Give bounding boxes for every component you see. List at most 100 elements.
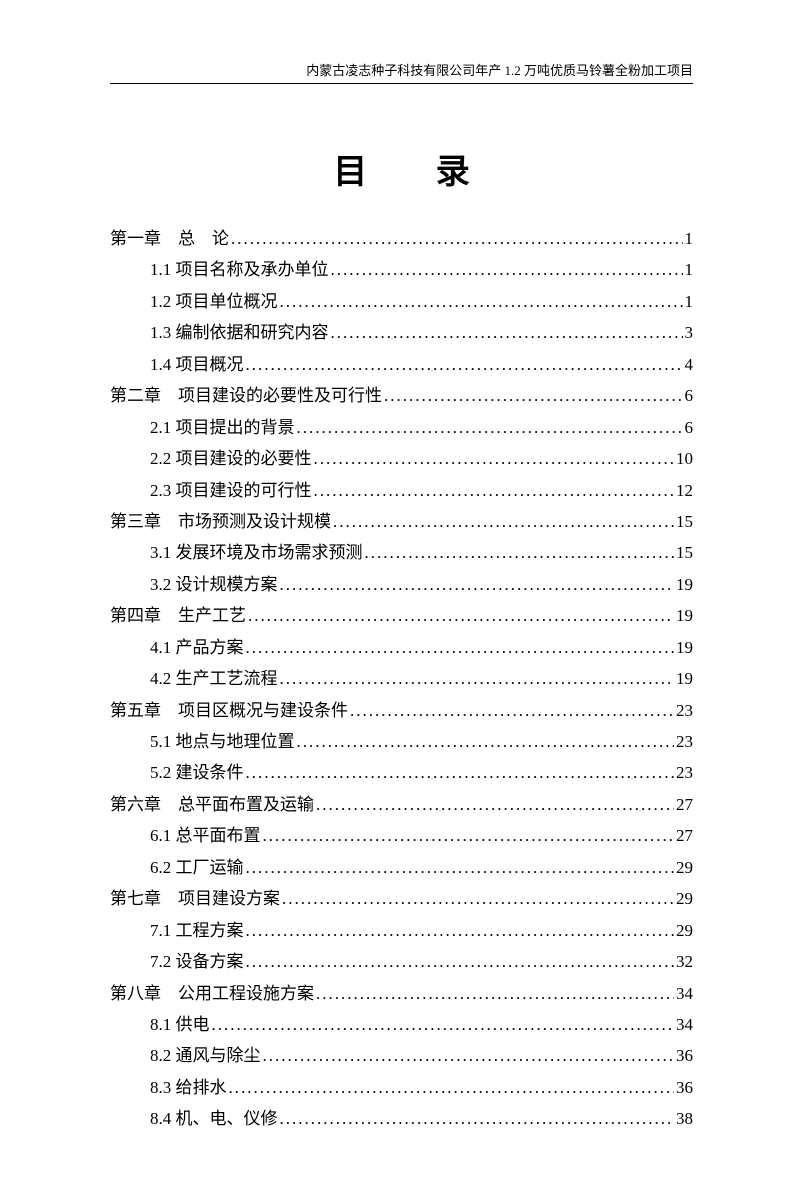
toc-entry-label: 4.1 产品方案 — [150, 632, 244, 663]
toc-entry-label: 7.2 设备方案 — [150, 946, 244, 977]
toc-entry-label: 4.2 生产工艺流程 — [150, 663, 278, 694]
toc-chapter: 第一章 总 论 1 — [110, 223, 693, 254]
toc-entry-page: 6 — [685, 412, 694, 443]
toc-leader-dots — [231, 223, 683, 254]
toc-entry-label: 第五章 项目区概况与建设条件 — [110, 695, 348, 726]
toc-leader-dots — [314, 475, 675, 506]
toc-entry-page: 29 — [676, 883, 693, 914]
toc-leader-dots — [246, 632, 675, 663]
toc-leader-dots — [280, 1103, 675, 1134]
toc-section: 2.2 项目建设的必要性 10 — [110, 443, 693, 474]
toc-leader-dots — [282, 883, 674, 914]
toc-entry-label: 3.1 发展环境及市场需求预测 — [150, 537, 363, 568]
toc-leader-dots — [263, 820, 675, 851]
toc-entry-page: 15 — [676, 506, 693, 537]
toc-title: 目 录 — [110, 144, 693, 193]
toc-entry-page: 19 — [676, 600, 693, 631]
toc-section: 8.4 机、电、仪修 38 — [110, 1103, 693, 1134]
toc-leader-dots — [365, 537, 675, 568]
toc-leader-dots — [331, 254, 683, 285]
toc-entry-page: 38 — [676, 1103, 693, 1134]
toc-entry-page: 12 — [676, 475, 693, 506]
toc-entry-page: 1 — [685, 223, 694, 254]
toc-leader-dots — [331, 317, 683, 348]
toc-section: 2.3 项目建设的可行性 12 — [110, 475, 693, 506]
toc-leader-dots — [384, 380, 683, 411]
toc-entry-label: 第一章 总 论 — [110, 223, 229, 254]
toc-entry-label: 8.2 通风与除尘 — [150, 1040, 261, 1071]
toc-section: 1.1 项目名称及承办单位 1 — [110, 254, 693, 285]
toc-section: 8.3 给排水36 — [110, 1072, 693, 1103]
toc-entry-page: 4 — [685, 349, 694, 380]
toc-entry-page: 15 — [676, 537, 693, 568]
toc-entry-page: 23 — [676, 757, 693, 788]
toc-entry-page: 10 — [676, 443, 693, 474]
toc-entry-label: 6.2 工厂运输 — [150, 852, 244, 883]
toc-leader-dots — [246, 852, 675, 883]
toc-entry-page: 29 — [676, 852, 693, 883]
toc-entry-page: 19 — [676, 663, 693, 694]
toc-leader-dots — [246, 915, 675, 946]
toc-leader-dots — [248, 600, 674, 631]
toc-section: 4.1 产品方案 19 — [110, 632, 693, 663]
toc-leader-dots — [314, 443, 675, 474]
toc-leader-dots — [263, 1040, 675, 1071]
toc-section: 1.3 编制依据和研究内容3 — [110, 317, 693, 348]
toc-entry-page: 27 — [676, 789, 693, 820]
toc-section: 7.2 设备方案 32 — [110, 946, 693, 977]
toc-entry-label: 1.1 项目名称及承办单位 — [150, 254, 329, 285]
toc-leader-dots — [316, 978, 674, 1009]
toc-leader-dots — [333, 506, 674, 537]
toc-leader-dots — [212, 1009, 675, 1040]
toc-leader-dots — [246, 349, 683, 380]
toc-entry-label: 1.3 编制依据和研究内容 — [150, 317, 329, 348]
toc-entry-label: 5.2 建设条件 — [150, 757, 244, 788]
toc-entry-label: 3.2 设计规模方案 — [150, 569, 278, 600]
toc-entry-label: 8.4 机、电、仪修 — [150, 1103, 278, 1134]
toc-chapter: 第四章 生产工艺 19 — [110, 600, 693, 631]
toc-entry-page: 36 — [676, 1040, 693, 1071]
toc-entry-page: 27 — [676, 820, 693, 851]
toc-entry-label: 1.4 项目概况 — [150, 349, 244, 380]
toc-section: 6.2 工厂运输 29 — [110, 852, 693, 883]
toc-leader-dots — [297, 726, 675, 757]
toc-leader-dots — [350, 695, 674, 726]
toc-entry-page: 34 — [676, 978, 693, 1009]
header-text: 内蒙古凌志种子科技有限公司年产 1.2 万吨优质马铃薯全粉加工项目 — [306, 63, 693, 78]
toc-leader-dots — [280, 663, 675, 694]
toc-entry-label: 7.1 工程方案 — [150, 915, 244, 946]
toc-section: 4.2 生产工艺流程 19 — [110, 663, 693, 694]
toc-entry-page: 32 — [676, 946, 693, 977]
toc-entry-page: 1 — [685, 254, 694, 285]
toc-entry-label: 2.2 项目建设的必要性 — [150, 443, 312, 474]
toc-entry-label: 第六章 总平面布置及运输 — [110, 789, 314, 820]
toc-chapter: 第三章 市场预测及设计规模 15 — [110, 506, 693, 537]
toc-entry-label: 8.1 供电 — [150, 1009, 210, 1040]
toc-entry-page: 29 — [676, 915, 693, 946]
toc-entry-page: 23 — [676, 726, 693, 757]
toc-leader-dots — [280, 286, 683, 317]
toc-leader-dots — [246, 946, 675, 977]
toc-entry-label: 第三章 市场预测及设计规模 — [110, 506, 331, 537]
toc-section: 6.1 总平面布置27 — [110, 820, 693, 851]
toc-entry-label: 第二章 项目建设的必要性及可行性 — [110, 380, 382, 411]
toc-leader-dots — [297, 412, 683, 443]
toc-chapter: 第二章 项目建设的必要性及可行性6 — [110, 380, 693, 411]
toc-entry-label: 第八章 公用工程设施方案 — [110, 978, 314, 1009]
toc-entry-page: 1 — [685, 286, 694, 317]
toc-entry-label: 第七章 项目建设方案 — [110, 883, 280, 914]
toc-chapter: 第八章 公用工程设施方案 34 — [110, 978, 693, 1009]
toc-entry-label: 1.2 项目单位概况 — [150, 286, 278, 317]
toc-chapter: 第五章 项目区概况与建设条件 23 — [110, 695, 693, 726]
toc-entry-label: 5.1 地点与地理位置 — [150, 726, 295, 757]
page-header: 内蒙古凌志种子科技有限公司年产 1.2 万吨优质马铃薯全粉加工项目 — [110, 60, 693, 84]
toc-section: 7.1 工程方案 29 — [110, 915, 693, 946]
toc-section: 3.2 设计规模方案19 — [110, 569, 693, 600]
toc-chapter: 第七章 项目建设方案 29 — [110, 883, 693, 914]
toc-entry-page: 23 — [676, 695, 693, 726]
toc-entry-label: 2.3 项目建设的可行性 — [150, 475, 312, 506]
toc-entry-label: 第四章 生产工艺 — [110, 600, 246, 631]
toc-section: 3.1 发展环境及市场需求预测 15 — [110, 537, 693, 568]
toc-entry-page: 19 — [676, 632, 693, 663]
toc-section: 5.1 地点与地理位置 23 — [110, 726, 693, 757]
